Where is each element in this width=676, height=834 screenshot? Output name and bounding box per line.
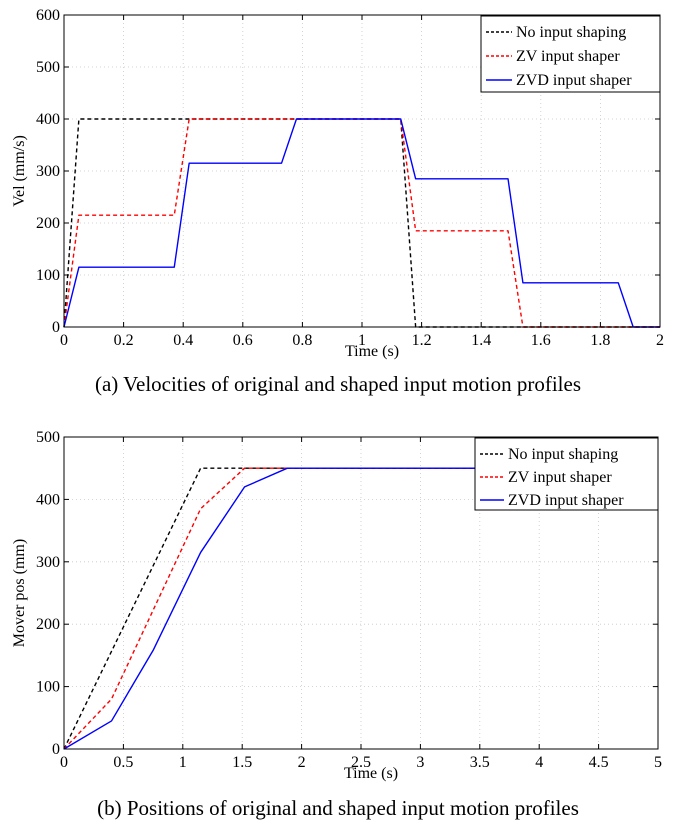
x-tick-label: 1	[358, 332, 366, 349]
series-line-zvd-input-shaper	[63, 467, 658, 750]
y-tick-label: 300	[36, 554, 60, 571]
x-tick-label: 0.2	[114, 332, 134, 349]
x-tick-label: 0.5	[113, 754, 133, 771]
legend-label: ZVD input shaper	[516, 72, 632, 89]
y-tick-label: 0	[52, 319, 60, 336]
x-tick-label: 0.4	[173, 332, 193, 349]
y-tick-label: 400	[36, 111, 60, 128]
series-line-zv-input-shaper	[63, 118, 660, 328]
y-axis-label: Mover pos (mm)	[11, 539, 28, 647]
x-tick-label: 4.5	[589, 754, 609, 771]
x-tick-label: 4	[535, 754, 543, 771]
x-tick-label: 1	[179, 754, 187, 771]
legend-label: ZVD input shaper	[508, 492, 624, 509]
x-tick-label: 1.2	[412, 332, 432, 349]
y-tick-label: 100	[36, 267, 60, 284]
series-line-zvd-input-shaper	[63, 118, 660, 328]
y-tick-label: 600	[36, 7, 60, 24]
legend-box	[474, 437, 659, 511]
y-axis-label: Vel (mm/s)	[11, 135, 28, 207]
x-axis-label: Time (s)	[345, 343, 399, 360]
y-tick-label: 300	[36, 163, 60, 180]
position-chart-caption: (b) Positions of original and shaped inp…	[97, 796, 579, 820]
x-tick-label: 1.5	[232, 754, 252, 771]
x-tick-label: 1.4	[471, 332, 491, 349]
velocity-chart-caption: (a) Velocities of original and shaped in…	[94, 372, 581, 396]
x-tick-label: 0	[60, 332, 68, 349]
y-tick-label: 500	[36, 429, 60, 446]
y-tick-label: 200	[36, 616, 60, 633]
x-tick-label: 3	[416, 754, 424, 771]
legend-label: No input shaping	[516, 24, 626, 41]
x-tick-label: 2	[298, 754, 306, 771]
y-tick-label: 0	[52, 741, 60, 758]
y-tick-label: 500	[36, 59, 60, 76]
x-axis-label: Time (s)	[344, 765, 398, 782]
y-tick-label: 400	[36, 491, 60, 508]
legend-label: No input shaping	[508, 446, 618, 463]
x-tick-label: 0	[60, 754, 68, 771]
legend-label: ZV input shaper	[508, 469, 612, 486]
position-chart: 0 0.5 1 1.5 2 2.5 3 3.5 4 4.5 5 0 100 200 300 400 500 Tim…	[11, 429, 662, 782]
x-tick-label: 1.6	[531, 332, 551, 349]
velocity-chart: 0 0.2 0.4 0.6 0.8 1 1.2 1.4 1.6 1.8 2 0 100 200 300 400…	[11, 7, 664, 360]
y-tick-label: 100	[36, 679, 60, 696]
x-tick-label: 2.5	[351, 754, 371, 771]
y-tick-label: 200	[36, 215, 60, 232]
x-tick-label: 5	[654, 754, 662, 771]
legend-label: ZV input shaper	[516, 48, 620, 65]
x-tick-label: 2	[656, 332, 664, 349]
x-tick-label: 1.8	[590, 332, 610, 349]
x-tick-label: 0.8	[292, 332, 312, 349]
x-tick-label: 0.6	[233, 332, 253, 349]
x-tick-label: 3.5	[470, 754, 490, 771]
